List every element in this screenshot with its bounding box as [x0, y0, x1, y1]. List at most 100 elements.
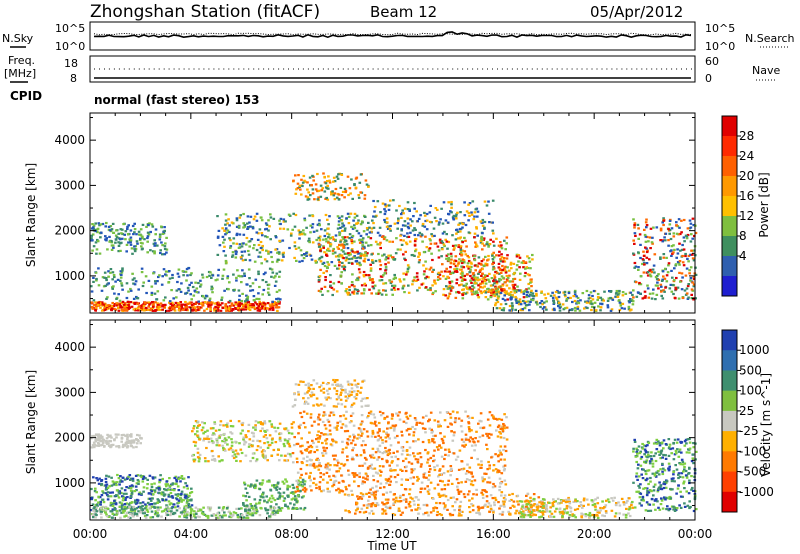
echo-cell — [662, 253, 666, 256]
echo-cell — [282, 482, 286, 485]
echo-cell — [590, 302, 593, 305]
echo-cell — [197, 509, 200, 512]
echo-cell — [115, 236, 119, 239]
echo-cell — [371, 486, 374, 489]
echo-cell — [92, 299, 96, 302]
echo-cell — [404, 224, 407, 227]
echo-cell — [123, 308, 126, 311]
echo-cell — [620, 307, 624, 310]
echo-cell — [231, 255, 234, 258]
echo-cell — [258, 482, 262, 485]
echo-cell — [300, 483, 303, 487]
echo-cell — [151, 250, 155, 253]
freq-panel-frame — [89, 55, 696, 83]
echo-cell — [390, 280, 394, 283]
echo-cell — [277, 300, 280, 303]
echo-cell — [351, 227, 355, 230]
echo-cell — [282, 442, 286, 446]
echo-cell — [332, 238, 335, 241]
echo-cell — [179, 290, 183, 293]
echo-cell — [485, 204, 489, 207]
echo-cell — [408, 208, 411, 211]
echo-cell — [525, 290, 529, 293]
echo-cell — [109, 504, 113, 507]
echo-cell — [391, 284, 394, 287]
echo-cell — [440, 437, 444, 441]
echo-cell — [450, 280, 454, 283]
echo-cell — [411, 425, 414, 429]
echo-cell — [319, 389, 323, 392]
echo-cell — [363, 282, 367, 285]
echo-cell — [239, 275, 242, 278]
y-tick-label: 4000 — [54, 133, 85, 147]
echo-cell — [308, 485, 312, 488]
echo-cell — [629, 291, 633, 294]
echo-cell — [232, 304, 236, 307]
echo-cell — [314, 259, 317, 262]
echo-cell — [363, 257, 367, 260]
echo-cell — [439, 241, 443, 244]
echo-cell — [337, 247, 340, 250]
echo-cell — [294, 498, 297, 501]
echo-cell — [260, 232, 264, 235]
echo-cell — [389, 199, 392, 202]
echo-cell — [255, 219, 259, 222]
echo-cell — [455, 267, 459, 270]
echo-cell — [345, 258, 349, 261]
echo-cell — [632, 252, 635, 255]
echo-cell — [261, 234, 264, 237]
echo-cell — [259, 246, 263, 250]
echo-cell — [141, 284, 145, 288]
echo-cell — [331, 383, 334, 386]
echo-cell — [240, 308, 243, 311]
echo-cell — [343, 405, 347, 408]
echo-cell — [599, 302, 602, 305]
echo-cell — [224, 307, 227, 310]
echo-cell — [682, 264, 686, 267]
echo-cell — [296, 187, 300, 190]
echo-cell — [660, 285, 663, 288]
echo-cell — [95, 477, 98, 480]
echo-cell — [425, 219, 429, 222]
echo-cell — [289, 502, 292, 505]
echo-cell — [162, 268, 166, 271]
echo-cell — [171, 495, 174, 498]
echo-cell — [105, 474, 108, 477]
echo-cell — [501, 429, 505, 433]
echo-cell — [359, 257, 362, 260]
echo-cell — [104, 480, 108, 484]
echo-cell — [336, 246, 339, 249]
echo-cell — [475, 227, 478, 230]
echo-cell — [611, 298, 615, 301]
echo-cell — [459, 230, 462, 233]
echo-cell — [302, 410, 306, 413]
echo-cell — [391, 293, 394, 296]
echo-cell — [348, 237, 351, 240]
echo-cell — [251, 512, 254, 515]
echo-cell — [417, 438, 420, 441]
echo-cell — [231, 254, 235, 257]
echo-cell — [125, 296, 129, 300]
echo-cell — [437, 249, 441, 252]
echo-cell — [227, 448, 231, 451]
echo-cell — [235, 219, 239, 222]
echo-cell — [206, 301, 210, 304]
echo-cell — [504, 302, 508, 306]
echo-cell — [301, 184, 304, 188]
echo-cell — [637, 227, 640, 230]
echo-cell — [222, 424, 225, 427]
echo-cell — [301, 259, 304, 263]
echo-cell — [96, 509, 100, 512]
echo-cell — [531, 294, 534, 297]
echo-cell — [506, 276, 510, 280]
echo-cell — [323, 234, 327, 238]
echo-cell — [631, 300, 635, 303]
echo-cell — [339, 186, 343, 189]
echo-cell — [273, 284, 277, 287]
echo-cell — [273, 301, 276, 304]
echo-cell — [257, 421, 260, 424]
echo-cell — [129, 229, 133, 232]
echo-cell — [400, 216, 403, 219]
echo-cell — [248, 308, 252, 311]
echo-cell — [170, 510, 173, 513]
